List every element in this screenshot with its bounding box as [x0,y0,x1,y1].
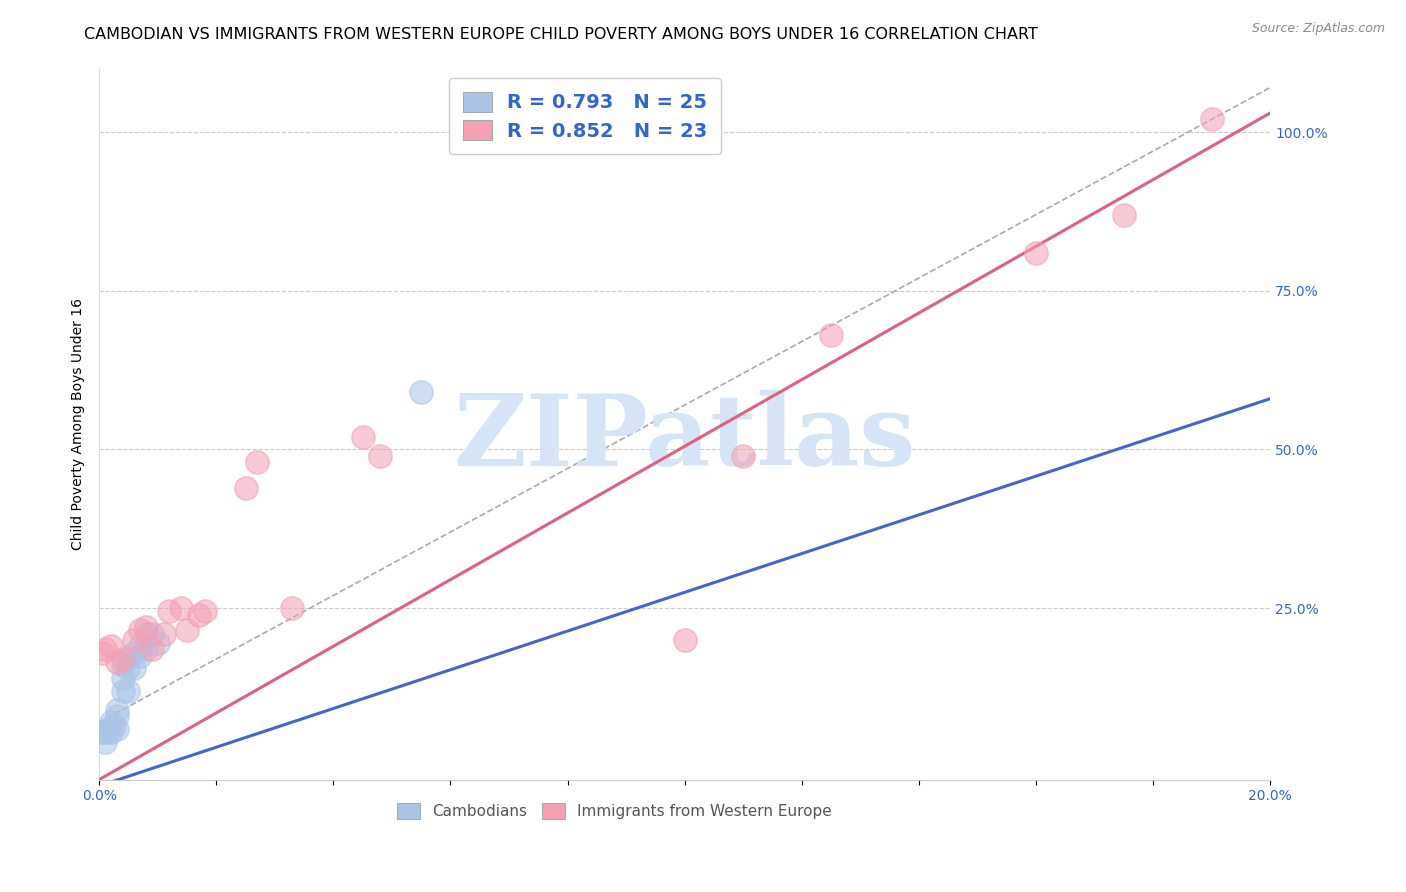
Point [111,683,134,698]
Legend: Cambodians, Immigrants from Western Europe: Cambodians, Immigrants from Western Euro… [391,797,838,825]
Point [122,632,145,647]
Point [111,652,134,666]
Text: Source: ZipAtlas.com: Source: ZipAtlas.com [1251,22,1385,36]
Point [141,626,163,640]
Point [97,722,120,736]
Point [135,620,157,634]
Point [187,607,209,622]
Point [117,661,139,675]
Point [94,642,117,657]
Point [368,449,391,463]
Point [100,725,122,739]
Point [411,385,433,400]
Point [111,671,134,685]
Point [733,449,755,463]
Point [246,455,269,469]
Point [94,734,117,748]
Point [141,642,163,657]
Point [170,601,193,615]
Point [122,661,145,675]
Point [129,624,152,638]
Y-axis label: Child Poverty Among Boys Under 16: Child Poverty Among Boys Under 16 [72,298,86,550]
Point [100,640,122,654]
Point [94,725,117,739]
Point [1025,245,1047,260]
Point [146,636,169,650]
Point [129,640,152,654]
Point [117,652,139,666]
Point [122,646,145,660]
Point [100,715,122,730]
Point [673,632,696,647]
Point [281,601,304,615]
Point [105,655,128,669]
Point [111,658,134,673]
Point [117,683,139,698]
Point [1201,112,1223,127]
Point [152,626,174,640]
Point [176,624,198,638]
Point [105,722,128,736]
Point [352,430,374,444]
Point [105,703,128,717]
Point [91,646,114,660]
Point [103,718,125,732]
Point [129,648,152,663]
Point [91,725,114,739]
Point [820,328,842,343]
Point [1112,208,1135,222]
Point [157,604,180,618]
Point [235,481,257,495]
Point [193,604,215,618]
Point [135,642,157,657]
Point [105,709,128,723]
Text: ZIPatlas: ZIPatlas [454,390,915,487]
Point [135,626,157,640]
Text: CAMBODIAN VS IMMIGRANTS FROM WESTERN EUROPE CHILD POVERTY AMONG BOYS UNDER 16 CO: CAMBODIAN VS IMMIGRANTS FROM WESTERN EUR… [84,27,1038,42]
